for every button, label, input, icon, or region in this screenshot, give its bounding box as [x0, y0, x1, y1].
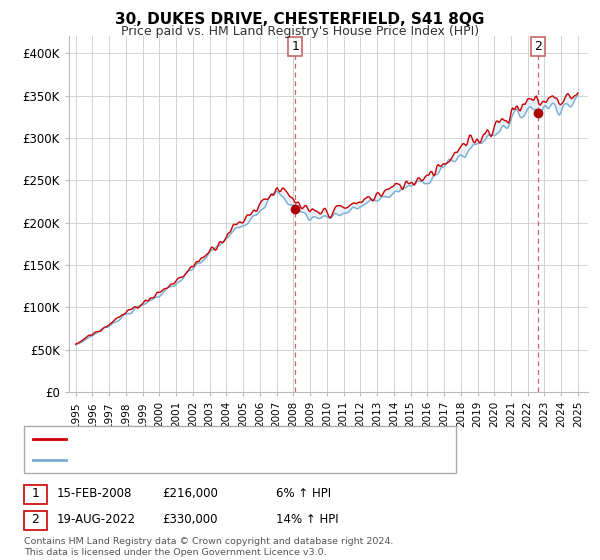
Text: 14% ↑ HPI: 14% ↑ HPI — [276, 513, 338, 526]
Text: HPI: Average price, detached house, Chesterfield: HPI: Average price, detached house, Ches… — [72, 455, 341, 465]
Text: 6% ↑ HPI: 6% ↑ HPI — [276, 487, 331, 501]
Text: £216,000: £216,000 — [162, 487, 218, 501]
Text: 2: 2 — [535, 40, 542, 53]
Text: 30, DUKES DRIVE, CHESTERFIELD, S41 8QG: 30, DUKES DRIVE, CHESTERFIELD, S41 8QG — [115, 12, 485, 27]
Text: Price paid vs. HM Land Registry's House Price Index (HPI): Price paid vs. HM Land Registry's House … — [121, 25, 479, 38]
Text: 19-AUG-2022: 19-AUG-2022 — [57, 513, 136, 526]
Text: 1: 1 — [31, 487, 40, 501]
Text: 15-FEB-2008: 15-FEB-2008 — [57, 487, 133, 501]
Text: 2: 2 — [31, 513, 40, 526]
Text: 30, DUKES DRIVE, CHESTERFIELD, S41 8QG (detached house): 30, DUKES DRIVE, CHESTERFIELD, S41 8QG (… — [72, 434, 410, 444]
Text: Contains HM Land Registry data © Crown copyright and database right 2024.
This d: Contains HM Land Registry data © Crown c… — [24, 537, 394, 557]
Text: £330,000: £330,000 — [162, 513, 218, 526]
Text: 1: 1 — [292, 40, 299, 53]
